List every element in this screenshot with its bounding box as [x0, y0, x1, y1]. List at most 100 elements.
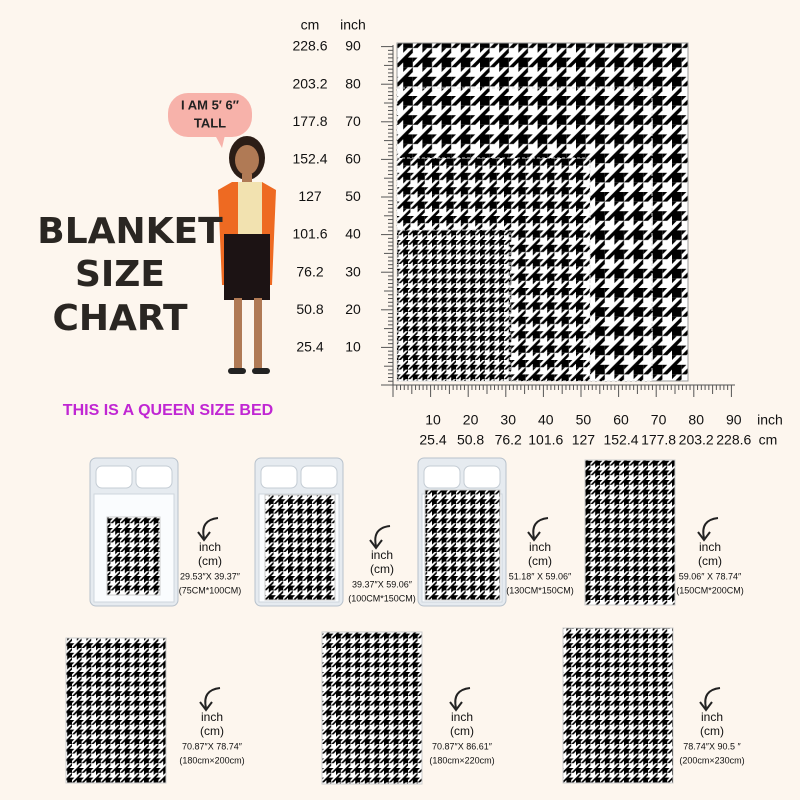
blanket [562, 627, 674, 784]
arrow-head [697, 531, 711, 542]
y-inch-label: 70 [345, 113, 361, 129]
speech-line: TALL [194, 115, 226, 130]
x-inch-label: 50 [576, 412, 592, 428]
y-cm-label: 50.8 [296, 301, 323, 317]
y-inch-label: 50 [345, 188, 361, 204]
size-inch: 70.87″X 86.61″ [432, 741, 493, 751]
size-inch: 59.06″ X 78.74″ [679, 571, 742, 581]
title-line: BLANKET [37, 211, 223, 252]
title-line: CHART [52, 298, 188, 339]
size-inch: 29.53″X 39.37″ [180, 571, 241, 581]
x-cm-label: 101.6 [528, 432, 563, 448]
blanket [584, 459, 676, 606]
y-inch-label: 90 [345, 38, 361, 54]
y-unit: cm [301, 17, 320, 33]
x-cm-label: 152.4 [603, 432, 638, 448]
x-cm-label: 50.8 [457, 432, 484, 448]
y-cm-label: 177.8 [292, 113, 327, 129]
size-unit: inch [699, 540, 721, 554]
pillow [423, 465, 461, 489]
y-inch-label: 60 [345, 151, 361, 167]
y-unit: inch [340, 17, 366, 33]
arrow [374, 525, 391, 547]
size-cm: (180cm×200cm) [179, 755, 244, 765]
x-inch-label: 60 [613, 412, 629, 428]
size-unit: inch [529, 540, 551, 554]
pillow [300, 465, 338, 489]
y-cm-label: 101.6 [292, 226, 327, 242]
size-inch: 39.37″X 59.06″ [352, 579, 413, 589]
size-unit: (cm) [370, 562, 394, 576]
x-unit: inch [757, 412, 783, 428]
x-inch-label: 90 [726, 412, 742, 428]
size-inch: 70.87″X 78.74″ [182, 741, 243, 751]
size-unit: inch [201, 710, 223, 724]
x-inch-label: 30 [500, 412, 516, 428]
size-unit: inch [371, 548, 393, 562]
size-unit: (cm) [528, 554, 552, 568]
size-cm: (200cm×230cm) [679, 755, 744, 765]
size-inch: 51.18″ X 59.06″ [509, 571, 572, 581]
x-inch-label: 70 [651, 412, 667, 428]
y-cm-label: 152.4 [292, 151, 327, 167]
blanket [106, 516, 161, 596]
size-inch: 78.74″X 90.5 ″ [683, 741, 741, 751]
y-cm-label: 203.2 [292, 75, 327, 91]
size-unit: (cm) [450, 724, 474, 738]
x-cm-label: 177.8 [641, 432, 676, 448]
arrow-head [527, 531, 541, 542]
size-unit: inch [199, 540, 221, 554]
person-illustration [168, 93, 276, 374]
blanket [321, 631, 423, 785]
arrow [704, 687, 721, 709]
pillow [95, 465, 133, 489]
size-cm: (75CM*100CM) [179, 585, 242, 595]
arrow [204, 687, 221, 709]
pillow [135, 465, 173, 489]
y-inch-label: 10 [345, 339, 361, 355]
size-cm: (180cm×220cm) [429, 755, 494, 765]
size-cm: (150CM*200CM) [676, 585, 744, 595]
x-cm-label: 228.6 [716, 432, 751, 448]
size-unit: (cm) [698, 554, 722, 568]
x-inch-label: 80 [688, 412, 704, 428]
blanket [424, 489, 501, 601]
y-inch-label: 80 [345, 75, 361, 91]
queen-note: THIS IS A QUEEN SIZE BED [63, 402, 273, 419]
arrow [202, 517, 219, 539]
pillow [260, 465, 298, 489]
x-inch-label: 10 [425, 412, 441, 428]
blanket [65, 637, 167, 784]
size-unit: (cm) [200, 724, 224, 738]
x-cm-label: 76.2 [495, 432, 522, 448]
y-inch-label: 20 [345, 301, 361, 317]
arrow-head [197, 531, 211, 542]
blanket [264, 494, 336, 601]
x-cm-label: 127 [572, 432, 596, 448]
size-cm: (130CM*150CM) [506, 585, 574, 595]
arrow-head [449, 701, 463, 712]
pillow [463, 465, 501, 489]
blanket-stack [396, 42, 689, 382]
size-cm: (100CM*150CM) [348, 593, 416, 603]
y-cm-label: 127 [298, 188, 322, 204]
y-cm-label: 76.2 [296, 263, 323, 279]
arrow [702, 517, 719, 539]
arrow-head [699, 701, 713, 712]
y-inch-label: 30 [345, 263, 361, 279]
y-cm-label: 228.6 [292, 38, 327, 54]
size-unit: (cm) [198, 554, 222, 568]
speech-line: I AM 5′ 6″ [181, 97, 239, 112]
x-inch-label: 20 [463, 412, 479, 428]
x-unit: cm [759, 432, 778, 448]
arrow [532, 517, 549, 539]
size-unit: inch [701, 710, 723, 724]
size-unit: inch [451, 710, 473, 724]
x-cm-label: 203.2 [679, 432, 714, 448]
y-cm-label: 25.4 [296, 339, 323, 355]
size-unit: (cm) [700, 724, 724, 738]
title-line: SIZE [75, 254, 165, 295]
arrow-head [199, 701, 213, 712]
x-inch-label: 40 [538, 412, 554, 428]
